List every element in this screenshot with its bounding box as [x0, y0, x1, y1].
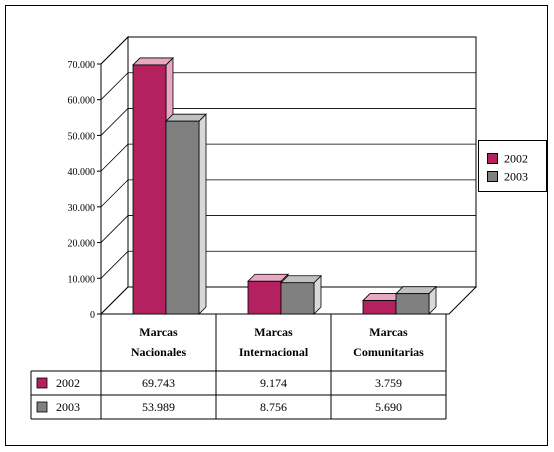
category-label: Marcas	[254, 325, 293, 339]
table-value: 9.174	[260, 376, 287, 390]
bar-chart-3d: 0 10.000 20.000 30.000 40.000 50.000 60.000 70.…	[30, 35, 478, 420]
gridline	[100, 250, 476, 279]
bar-2003	[395, 293, 430, 315]
bar-top-2003	[280, 275, 322, 284]
bar-top-2002	[247, 273, 289, 282]
y-tick-label: 70.000	[68, 60, 96, 71]
bar-2002	[247, 280, 282, 315]
legend: 2002 2003	[478, 140, 547, 192]
bar-top-2003	[165, 113, 207, 122]
gridline	[100, 36, 476, 65]
category-label: Comunitarias	[353, 345, 424, 359]
category-label: Marcas	[139, 325, 178, 339]
table-series-name: 2003	[56, 400, 80, 414]
bar-side-2003	[198, 113, 207, 315]
table-value: 3.759	[375, 376, 402, 390]
table-swatch-2003	[36, 401, 48, 413]
gridline	[100, 143, 476, 172]
legend-entry: 2002	[487, 149, 528, 165]
table-value: 8.756	[260, 400, 287, 414]
y-tick-label: 30.000	[68, 203, 96, 214]
gridline	[100, 215, 476, 243]
y-tick-label: 20.000	[68, 239, 96, 250]
y-tick-label: 0	[90, 310, 95, 321]
category-label: Internacional	[239, 345, 309, 359]
side-wall	[100, 35, 129, 316]
y-tick-label: 40.000	[68, 167, 96, 178]
bar-2003	[165, 120, 200, 315]
y-tick-label: 60.000	[68, 96, 96, 107]
legend-label: 2002	[504, 151, 528, 166]
table-value: 53.989	[142, 400, 175, 414]
y-tick-label: 50.000	[68, 131, 96, 142]
table-swatch-2002	[36, 377, 48, 389]
legend-swatch	[487, 170, 498, 182]
gridline	[100, 108, 476, 136]
bar-2002	[132, 64, 167, 315]
gridline	[100, 72, 476, 100]
bar-2002	[362, 300, 397, 315]
table-value: 69.743	[142, 376, 175, 390]
gridline	[100, 179, 476, 208]
category-label: Nacionales	[131, 345, 187, 359]
bar-2003	[280, 282, 315, 315]
legend-label: 2003	[504, 169, 528, 184]
chart-frame: 0 10.000 20.000 30.000 40.000 50.000 60.000 70.…	[5, 5, 548, 446]
table-value: 5.690	[375, 400, 402, 414]
bar-top-2002	[132, 57, 174, 66]
table-series-name: 2002	[56, 376, 80, 390]
bar-top-2003	[395, 286, 437, 295]
y-tick-label: 10.000	[68, 274, 96, 285]
category-label: Marcas	[369, 325, 408, 339]
legend-swatch	[487, 152, 498, 164]
legend-entry: 2003	[487, 167, 528, 183]
